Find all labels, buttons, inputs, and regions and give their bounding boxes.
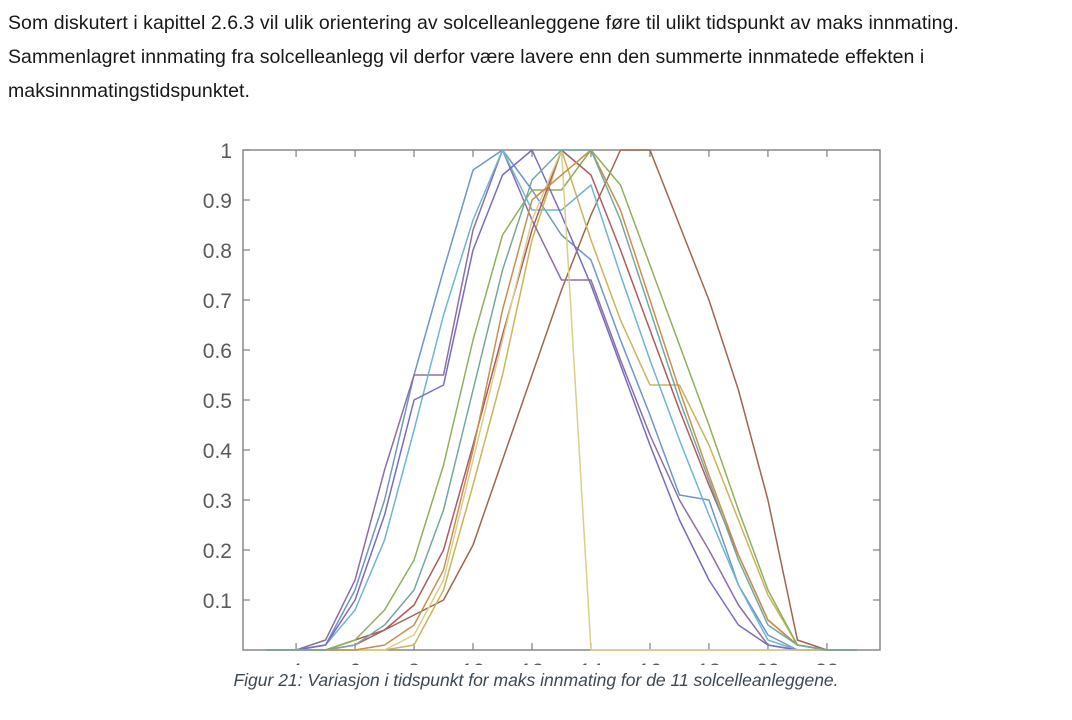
series-line-8 (267, 150, 857, 650)
body-paragraph: Som diskutert i kapittel 2.6.3 vil ulik … (8, 6, 1048, 108)
x-tick-label: 6 (349, 660, 361, 665)
series-line-3 (267, 150, 857, 650)
series-line-9 (267, 150, 857, 650)
series-line-11 (267, 150, 857, 650)
line-chart: 46810121416182022 0.10.20.30.40.50.60.70… (0, 125, 1072, 665)
y-tick-label: 0.8 (203, 240, 232, 263)
series-line-5 (267, 150, 857, 650)
x-tick-label: 8 (408, 660, 420, 665)
y-tick-label: 0.9 (203, 190, 232, 213)
x-tick-label: 14 (579, 660, 603, 665)
y-tick-label: 0.7 (203, 290, 232, 313)
y-tick-label: 1 (220, 140, 232, 163)
series-line-6 (267, 150, 857, 650)
chart-series-group (267, 150, 857, 650)
x-tick-label: 16 (638, 660, 661, 665)
x-tick-label: 18 (697, 660, 720, 665)
paragraph-text: Som diskutert i kapittel 2.6.3 vil ulik … (8, 12, 959, 102)
series-line-2 (267, 150, 857, 650)
figure-21: 46810121416182022 0.10.20.30.40.50.60.70… (0, 125, 1072, 720)
y-tick-label: 0.5 (203, 390, 232, 413)
x-tick-label: 12 (520, 660, 543, 665)
chart-svg: 46810121416182022 0.10.20.30.40.50.60.70… (203, 140, 881, 665)
x-tick-label: 10 (461, 660, 484, 665)
x-tick-label: 4 (290, 660, 302, 665)
y-axis-tick-labels: 0.1 0.2 0.3 0.4 0.5 0.6 0.7 0.8 0.9 1 (203, 140, 233, 613)
y-tick-label: 0.1 (203, 590, 232, 613)
x-axis-tick-labels: 4 6 8 10 12 14 16 18 20 22 (290, 660, 838, 665)
y-tick-label: 0.2 (203, 540, 232, 563)
x-tick-label: 20 (756, 660, 779, 665)
series-line-4 (267, 150, 857, 650)
y-tick-label: 0.6 (203, 340, 232, 363)
series-line-10 (267, 150, 857, 650)
figure-caption: Figur 21: Variasjon i tidspunkt for maks… (233, 670, 839, 690)
series-line-7 (267, 150, 857, 650)
x-tick-label: 22 (815, 660, 838, 665)
y-tick-label: 0.3 (203, 490, 232, 513)
series-line-1 (267, 150, 857, 650)
y-tick-label: 0.4 (203, 440, 233, 463)
